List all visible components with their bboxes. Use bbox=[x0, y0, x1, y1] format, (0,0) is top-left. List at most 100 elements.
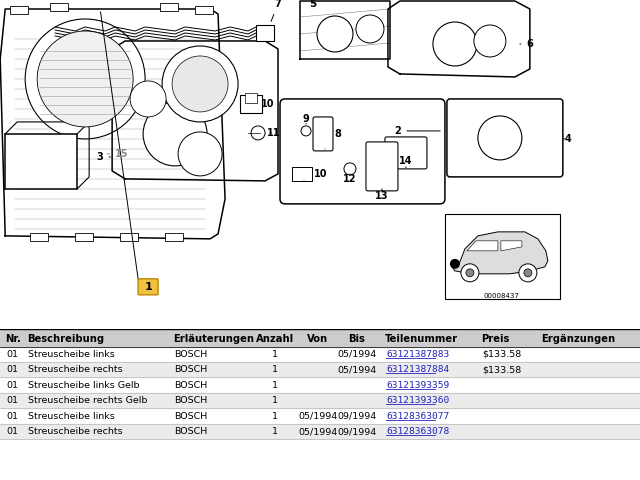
Bar bbox=[160, 3, 178, 11]
Text: Streuscheibe links: Streuscheibe links bbox=[28, 349, 115, 359]
Text: 8: 8 bbox=[334, 129, 341, 139]
Text: 63121387884: 63121387884 bbox=[386, 365, 449, 374]
Text: 4: 4 bbox=[563, 134, 572, 144]
Text: 05/1994: 05/1994 bbox=[337, 365, 376, 374]
Text: BOSCH: BOSCH bbox=[174, 411, 207, 420]
Text: 1: 1 bbox=[272, 349, 278, 359]
Circle shape bbox=[356, 15, 384, 43]
Bar bbox=[292, 167, 312, 181]
Text: 10: 10 bbox=[261, 99, 275, 109]
Circle shape bbox=[251, 126, 265, 140]
Circle shape bbox=[130, 81, 166, 117]
Bar bbox=[120, 233, 138, 241]
Polygon shape bbox=[112, 41, 278, 181]
Text: 3: 3 bbox=[97, 152, 110, 162]
Circle shape bbox=[37, 31, 133, 127]
Text: 15: 15 bbox=[107, 149, 129, 159]
Text: Beschreibung: Beschreibung bbox=[27, 334, 104, 344]
Circle shape bbox=[450, 259, 460, 269]
Text: Erläuterungen: Erläuterungen bbox=[173, 334, 254, 344]
Text: Streuscheibe rechts: Streuscheibe rechts bbox=[28, 365, 123, 374]
Circle shape bbox=[474, 25, 506, 57]
Text: $133.58: $133.58 bbox=[482, 365, 521, 374]
FancyBboxPatch shape bbox=[385, 137, 427, 169]
Text: 01: 01 bbox=[6, 396, 18, 405]
Text: $133.58: $133.58 bbox=[482, 349, 521, 359]
Bar bbox=[5, 134, 77, 189]
Text: Preis: Preis bbox=[481, 334, 509, 344]
Text: 1: 1 bbox=[272, 411, 278, 420]
Text: 63121393360: 63121393360 bbox=[386, 396, 449, 405]
Text: Streuscheibe links Gelb: Streuscheibe links Gelb bbox=[28, 381, 140, 390]
Text: BOSCH: BOSCH bbox=[174, 396, 207, 405]
Polygon shape bbox=[452, 232, 548, 274]
Circle shape bbox=[317, 16, 353, 52]
Text: 7: 7 bbox=[271, 0, 282, 22]
Text: 00008437: 00008437 bbox=[484, 293, 520, 299]
Text: BOSCH: BOSCH bbox=[174, 427, 207, 436]
Text: 11: 11 bbox=[268, 128, 281, 138]
Bar bbox=[75, 233, 93, 241]
Text: 13: 13 bbox=[375, 191, 388, 201]
Text: 63128363078: 63128363078 bbox=[386, 427, 449, 436]
Bar bbox=[256, 25, 274, 41]
Text: Ergänzungen: Ergänzungen bbox=[541, 334, 615, 344]
Text: 2: 2 bbox=[395, 126, 440, 136]
Text: 01: 01 bbox=[6, 365, 18, 374]
Text: 5: 5 bbox=[309, 0, 317, 9]
Text: 1: 1 bbox=[272, 427, 278, 436]
Text: Anzahl: Anzahl bbox=[256, 334, 294, 344]
Bar bbox=[0, 393, 640, 408]
Text: 63121387883: 63121387883 bbox=[386, 349, 449, 359]
Circle shape bbox=[524, 269, 532, 277]
Text: Von: Von bbox=[307, 334, 328, 344]
Circle shape bbox=[461, 264, 479, 282]
Text: 12: 12 bbox=[343, 174, 356, 184]
Bar bbox=[165, 233, 183, 241]
Text: 14: 14 bbox=[399, 156, 413, 166]
Text: 01: 01 bbox=[6, 381, 18, 390]
Bar bbox=[0, 424, 640, 439]
Circle shape bbox=[172, 56, 228, 112]
Polygon shape bbox=[300, 1, 390, 59]
Text: 01: 01 bbox=[6, 411, 18, 420]
Circle shape bbox=[178, 132, 222, 176]
Text: 10: 10 bbox=[314, 169, 328, 179]
FancyBboxPatch shape bbox=[447, 99, 563, 177]
Circle shape bbox=[25, 19, 145, 139]
FancyBboxPatch shape bbox=[366, 142, 398, 191]
Circle shape bbox=[301, 126, 311, 136]
Text: 01: 01 bbox=[6, 349, 18, 359]
Polygon shape bbox=[501, 241, 522, 251]
Text: 63121393359: 63121393359 bbox=[386, 381, 449, 390]
Bar bbox=[445, 214, 560, 299]
Polygon shape bbox=[467, 241, 498, 251]
Text: 9: 9 bbox=[303, 114, 309, 124]
Text: Teilenummer: Teilenummer bbox=[385, 334, 458, 344]
Bar bbox=[30, 233, 48, 241]
Bar bbox=[245, 93, 257, 103]
Text: 1: 1 bbox=[272, 365, 278, 374]
Text: 05/1994: 05/1994 bbox=[337, 349, 376, 359]
Polygon shape bbox=[0, 9, 225, 239]
Polygon shape bbox=[388, 1, 530, 77]
Circle shape bbox=[478, 116, 522, 160]
Text: 09/1994: 09/1994 bbox=[337, 411, 376, 420]
Text: 09/1994: 09/1994 bbox=[337, 427, 376, 436]
FancyBboxPatch shape bbox=[280, 99, 445, 204]
FancyBboxPatch shape bbox=[138, 279, 158, 295]
Bar bbox=[195, 6, 213, 14]
Circle shape bbox=[143, 102, 207, 166]
Text: Streuscheibe rechts Gelb: Streuscheibe rechts Gelb bbox=[28, 396, 147, 405]
Bar bbox=[10, 6, 28, 14]
Bar bbox=[50, 3, 68, 11]
Bar bbox=[0, 329, 640, 348]
Text: Bis: Bis bbox=[349, 334, 365, 344]
Text: BOSCH: BOSCH bbox=[174, 349, 207, 359]
Text: Streuscheibe rechts: Streuscheibe rechts bbox=[28, 427, 123, 436]
Text: 05/1994: 05/1994 bbox=[298, 411, 338, 420]
Text: Streuscheibe links: Streuscheibe links bbox=[28, 411, 115, 420]
Text: 1: 1 bbox=[272, 396, 278, 405]
Bar bbox=[240, 95, 262, 113]
Bar bbox=[0, 362, 640, 377]
